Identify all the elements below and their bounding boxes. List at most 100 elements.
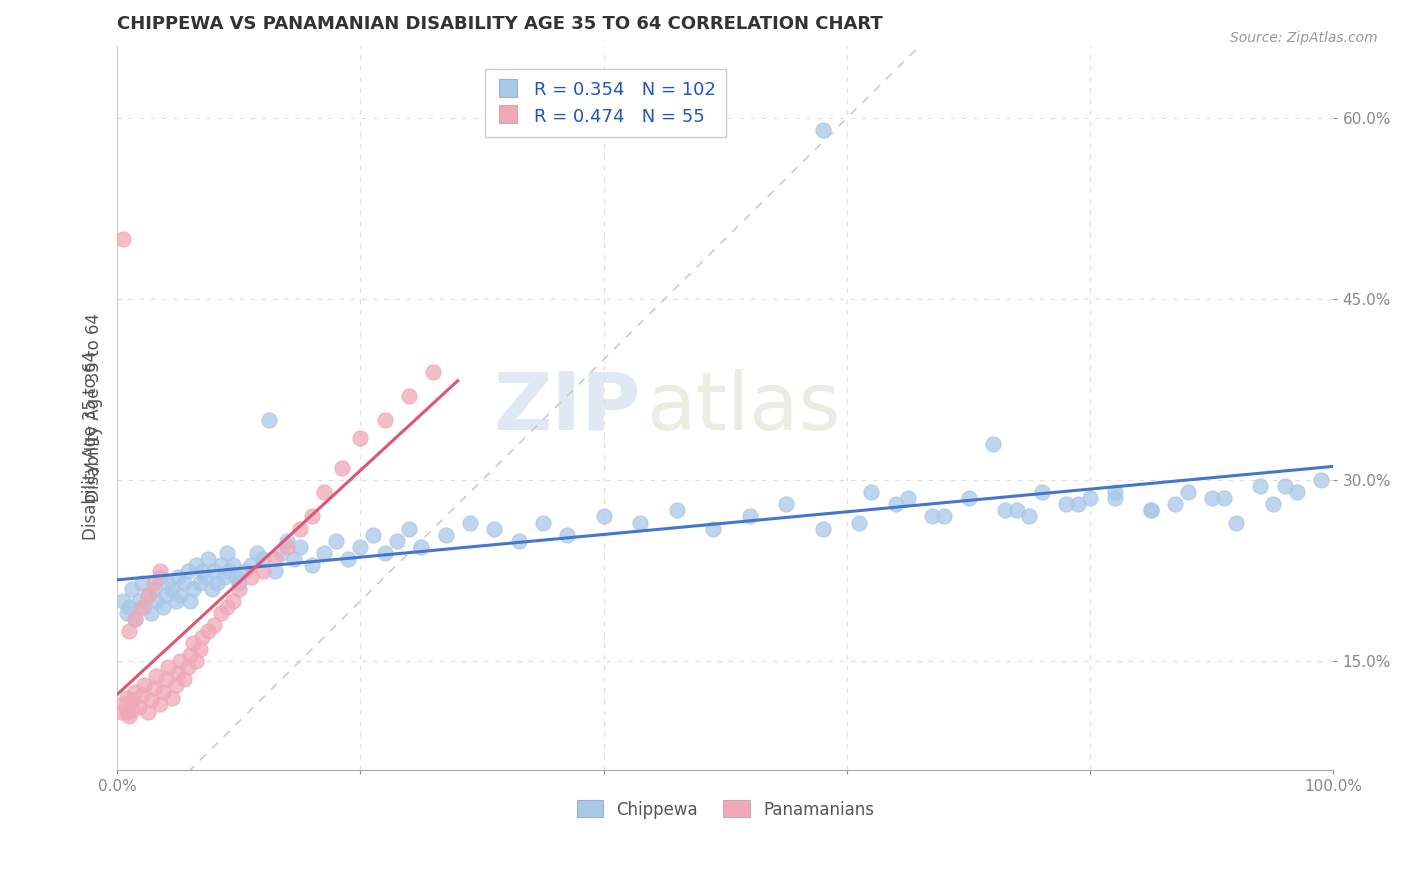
Point [124,612,146,626]
Point [860,485,883,500]
Point [994,503,1017,517]
Point [398,389,420,403]
Point [884,497,907,511]
Point [145,594,167,608]
Point [361,527,384,541]
Point [128,594,150,608]
Point [1140,503,1163,517]
Point [702,522,724,536]
Point [131,575,153,590]
Point [283,551,305,566]
Point [124,684,146,698]
Point [131,600,153,615]
Point [121,582,143,596]
Point [169,588,191,602]
Point [222,594,245,608]
Point [264,551,287,566]
Point [325,533,347,548]
Point [246,546,269,560]
Point [897,491,920,506]
Point [115,705,138,719]
Point [155,673,177,687]
Point [1201,491,1223,506]
Point [1274,479,1296,493]
Point [288,540,311,554]
Point [136,705,159,719]
Point [177,660,200,674]
Point [209,558,232,572]
Point [1164,497,1187,511]
Point [628,516,651,530]
Point [173,673,195,687]
Point [1005,503,1028,517]
Point [349,431,371,445]
Point [141,606,163,620]
Point [848,516,870,530]
Point [240,570,263,584]
Point [1054,497,1077,511]
Point [531,516,554,530]
Point [188,575,211,590]
Point [173,575,195,590]
Point [921,509,943,524]
Point [264,564,287,578]
Point [215,546,238,560]
Point [276,540,298,554]
Point [276,533,298,548]
Point [811,123,834,137]
Point [398,522,420,536]
Point [228,582,250,596]
Point [115,606,138,620]
Point [1067,497,1090,511]
Point [128,700,150,714]
Text: ZIP: ZIP [494,368,640,447]
Point [222,558,245,572]
Point [981,437,1004,451]
Y-axis label: Disability Age 35 to 64: Disability Age 35 to 64 [86,313,103,502]
Point [1310,473,1333,487]
Point [145,669,167,683]
Point [136,588,159,602]
Point [1104,485,1126,500]
Point [188,642,211,657]
Point [411,540,433,554]
Point [775,497,797,511]
Point [118,708,141,723]
Point [252,551,274,566]
Point [312,485,335,500]
Point [160,582,183,596]
Point [179,594,201,608]
Point [177,564,200,578]
Point [330,461,353,475]
Point [124,612,146,626]
Point [179,648,201,663]
Point [165,594,187,608]
Point [1177,485,1199,500]
Point [157,575,180,590]
Point [484,522,506,536]
Point [142,582,165,596]
Point [204,564,226,578]
Point [592,509,614,524]
Text: Disability Age 35 to 64: Disability Age 35 to 64 [83,351,100,541]
Point [374,413,396,427]
Point [121,693,143,707]
Point [118,600,141,615]
Point [181,636,204,650]
Point [152,600,174,615]
Point [349,540,371,554]
Point [215,600,238,615]
Point [434,527,457,541]
Point [212,570,235,584]
Point [301,509,323,524]
Point [1104,491,1126,506]
Point [1250,479,1272,493]
Point [197,624,219,639]
Point [136,588,159,602]
Point [186,654,208,668]
Point [811,522,834,536]
Point [152,684,174,698]
Point [252,564,274,578]
Point [131,688,153,702]
Point [555,527,578,541]
